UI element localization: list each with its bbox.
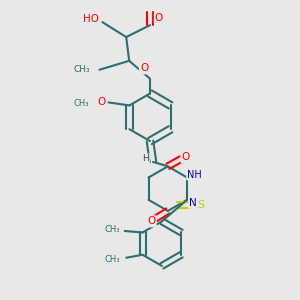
Text: HO: HO xyxy=(83,14,100,24)
Text: H: H xyxy=(142,154,149,164)
Text: O: O xyxy=(147,216,156,226)
Text: O: O xyxy=(182,152,190,162)
Text: O: O xyxy=(98,98,106,107)
Text: S: S xyxy=(198,200,205,210)
Text: O: O xyxy=(140,63,148,73)
Text: NH: NH xyxy=(187,169,202,179)
Text: CH₃: CH₃ xyxy=(105,255,120,264)
Text: CH₃: CH₃ xyxy=(74,99,89,108)
Text: CH₃: CH₃ xyxy=(74,65,91,74)
Text: CH₃: CH₃ xyxy=(105,225,120,234)
Text: O: O xyxy=(155,13,163,23)
Text: N: N xyxy=(189,198,197,208)
